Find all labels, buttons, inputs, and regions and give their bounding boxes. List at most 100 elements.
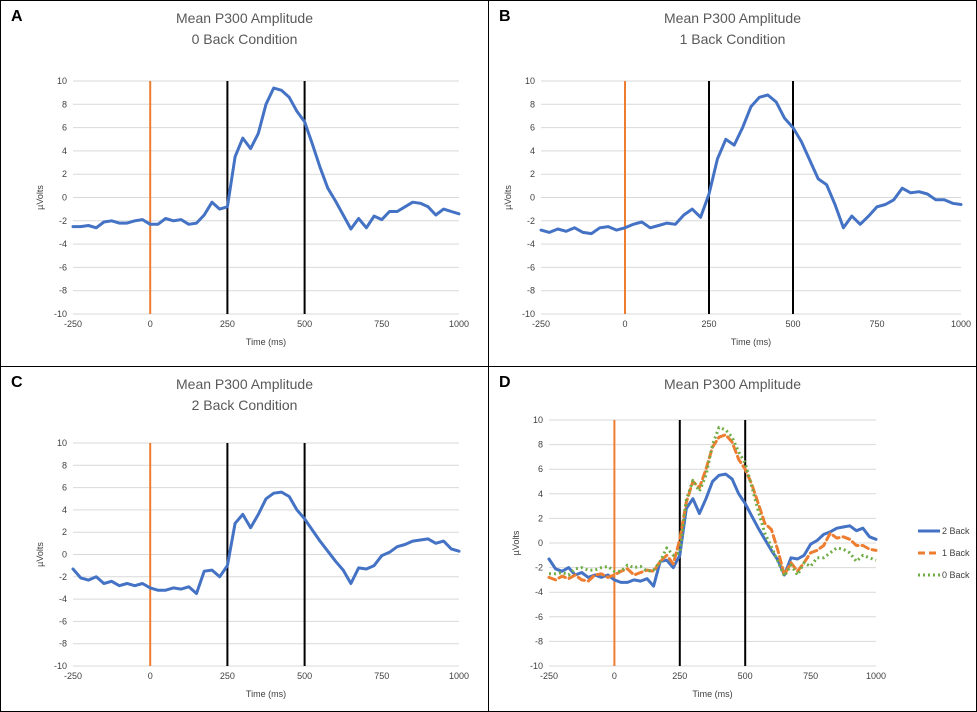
panel-label: A [11, 8, 23, 25]
chart-panel-c: C Mean P300 Amplitude 2 Back Condition -… [0, 366, 489, 712]
y-tick-label: -10 [54, 661, 67, 671]
y-tick-label: -10 [522, 309, 535, 319]
y-tick-label: -2 [59, 216, 67, 226]
y-tick-label: -6 [527, 262, 535, 272]
y-tick-label: -2 [59, 572, 67, 582]
y-tick-label: 8 [538, 440, 543, 450]
y-tick-label: -2 [527, 216, 535, 226]
y-tick-label: 10 [533, 415, 543, 425]
chart-plot: -10 -8 -6 -4 -2 0 2 4 6 8 10 -250 0 250 500 750 1000 Time… [35, 76, 469, 347]
chart-panel-d: D Mean P300 Amplitude -10 -8 -6 -4 -2 0 2 4 6 8 10… [488, 366, 977, 712]
series-line [547, 472, 878, 588]
y-tick-label: -8 [527, 286, 535, 296]
x-tick-label: 0 [612, 671, 617, 681]
x-axis-label: Time (ms) [692, 689, 732, 699]
chart-title: Mean P300 Amplitude [664, 10, 801, 26]
y-tick-label: -6 [59, 262, 67, 272]
x-axis-label: Time (ms) [731, 337, 771, 347]
panel-label: B [499, 8, 511, 25]
y-tick-label: 0 [530, 193, 535, 203]
y-tick-label: 4 [530, 146, 535, 156]
y-tick-label: 10 [525, 76, 535, 86]
y-tick-label: 2 [538, 513, 543, 523]
y-tick-label: 8 [530, 99, 535, 109]
x-tick-label: -250 [532, 319, 550, 329]
y-tick-label: 0 [538, 538, 543, 548]
chart-title: Mean P300 Amplitude [176, 376, 313, 392]
series-line [71, 490, 461, 595]
y-tick-label: -10 [54, 309, 67, 319]
y-tick-label: -6 [535, 612, 543, 622]
x-tick-label: 1000 [951, 319, 971, 329]
series-line [547, 433, 878, 583]
chart-title: Mean P300 Amplitude [176, 10, 313, 26]
x-tick-label: -250 [540, 671, 558, 681]
x-tick-label: 250 [701, 319, 716, 329]
chart-subtitle: 0 Back Condition [191, 31, 298, 47]
x-tick-label: 500 [785, 319, 800, 329]
chart-title: Mean P300 Amplitude [664, 376, 801, 392]
y-tick-label: 0 [62, 550, 67, 560]
chart-plot: -10 -8 -6 -4 -2 0 2 4 6 8 10 -250 0 250 500 750 1000 Time… [35, 438, 469, 699]
panel-label: D [499, 374, 511, 391]
y-tick-label: -4 [59, 594, 67, 604]
y-tick-label: 4 [62, 505, 67, 515]
y-tick-label: -4 [527, 239, 535, 249]
x-tick-label: 250 [220, 671, 235, 681]
chart-panel-b: B Mean P300 Amplitude 1 Back Condition -… [488, 0, 977, 367]
x-axis-label: Time (ms) [246, 689, 286, 699]
y-tick-label: -4 [59, 239, 67, 249]
y-tick-label: 6 [538, 464, 543, 474]
x-tick-label: 1000 [866, 671, 886, 681]
y-tick-label: -2 [535, 563, 543, 573]
x-tick-label: 250 [220, 319, 235, 329]
x-tick-label: 750 [803, 671, 818, 681]
y-tick-label: -8 [535, 636, 543, 646]
x-tick-label: 0 [622, 319, 627, 329]
y-tick-label: 0 [62, 193, 67, 203]
legend-label: 0 Back [942, 570, 970, 580]
x-tick-label: 250 [672, 671, 687, 681]
y-tick-label: 8 [62, 99, 67, 109]
y-tick-label: -6 [59, 616, 67, 626]
y-axis-label: µVolts [503, 185, 513, 210]
x-tick-label: -250 [64, 671, 82, 681]
y-tick-label: 2 [62, 169, 67, 179]
y-tick-label: 2 [530, 169, 535, 179]
x-tick-label: 1000 [449, 319, 469, 329]
x-tick-label: 500 [297, 319, 312, 329]
chart-subtitle: 2 Back Condition [191, 397, 298, 413]
chart-subtitle: 1 Back Condition [679, 31, 786, 47]
series-line [549, 425, 877, 578]
y-tick-label: 4 [538, 489, 543, 499]
x-axis-label: Time (ms) [246, 337, 286, 347]
y-tick-label: -8 [59, 286, 67, 296]
x-tick-label: -250 [64, 319, 82, 329]
y-axis-label: µVolts [35, 185, 45, 210]
y-tick-label: -8 [59, 639, 67, 649]
y-tick-label: 2 [62, 527, 67, 537]
series-line [539, 93, 963, 236]
y-tick-label: 6 [62, 483, 67, 493]
y-tick-label: 6 [530, 123, 535, 133]
y-tick-label: -10 [530, 661, 543, 671]
x-tick-label: 0 [148, 319, 153, 329]
x-tick-label: 500 [297, 671, 312, 681]
y-tick-label: -4 [535, 587, 543, 597]
chart-panel-a: A Mean P300 Amplitude 0 Back Condition -… [0, 0, 489, 367]
chart-plot: -10 -8 -6 -4 -2 0 2 4 6 8 10 -250 0 250 500 750 1000 Time… [503, 76, 971, 347]
x-tick-label: 500 [738, 671, 753, 681]
x-tick-label: 1000 [449, 671, 469, 681]
x-tick-label: 750 [374, 319, 389, 329]
x-tick-label: 750 [374, 671, 389, 681]
x-tick-label: 0 [148, 671, 153, 681]
y-tick-label: 8 [62, 460, 67, 470]
y-tick-label: 4 [62, 146, 67, 156]
y-tick-label: 6 [62, 123, 67, 133]
y-tick-label: 10 [57, 76, 67, 86]
x-tick-label: 750 [869, 319, 884, 329]
series-line [71, 86, 461, 231]
y-axis-label: µVolts [35, 542, 45, 567]
chart-plot: -10 -8 -6 -4 -2 0 2 4 6 8 10 -250 0 250 500 750 1000 Time… [511, 415, 970, 699]
panel-label: C [11, 374, 23, 391]
